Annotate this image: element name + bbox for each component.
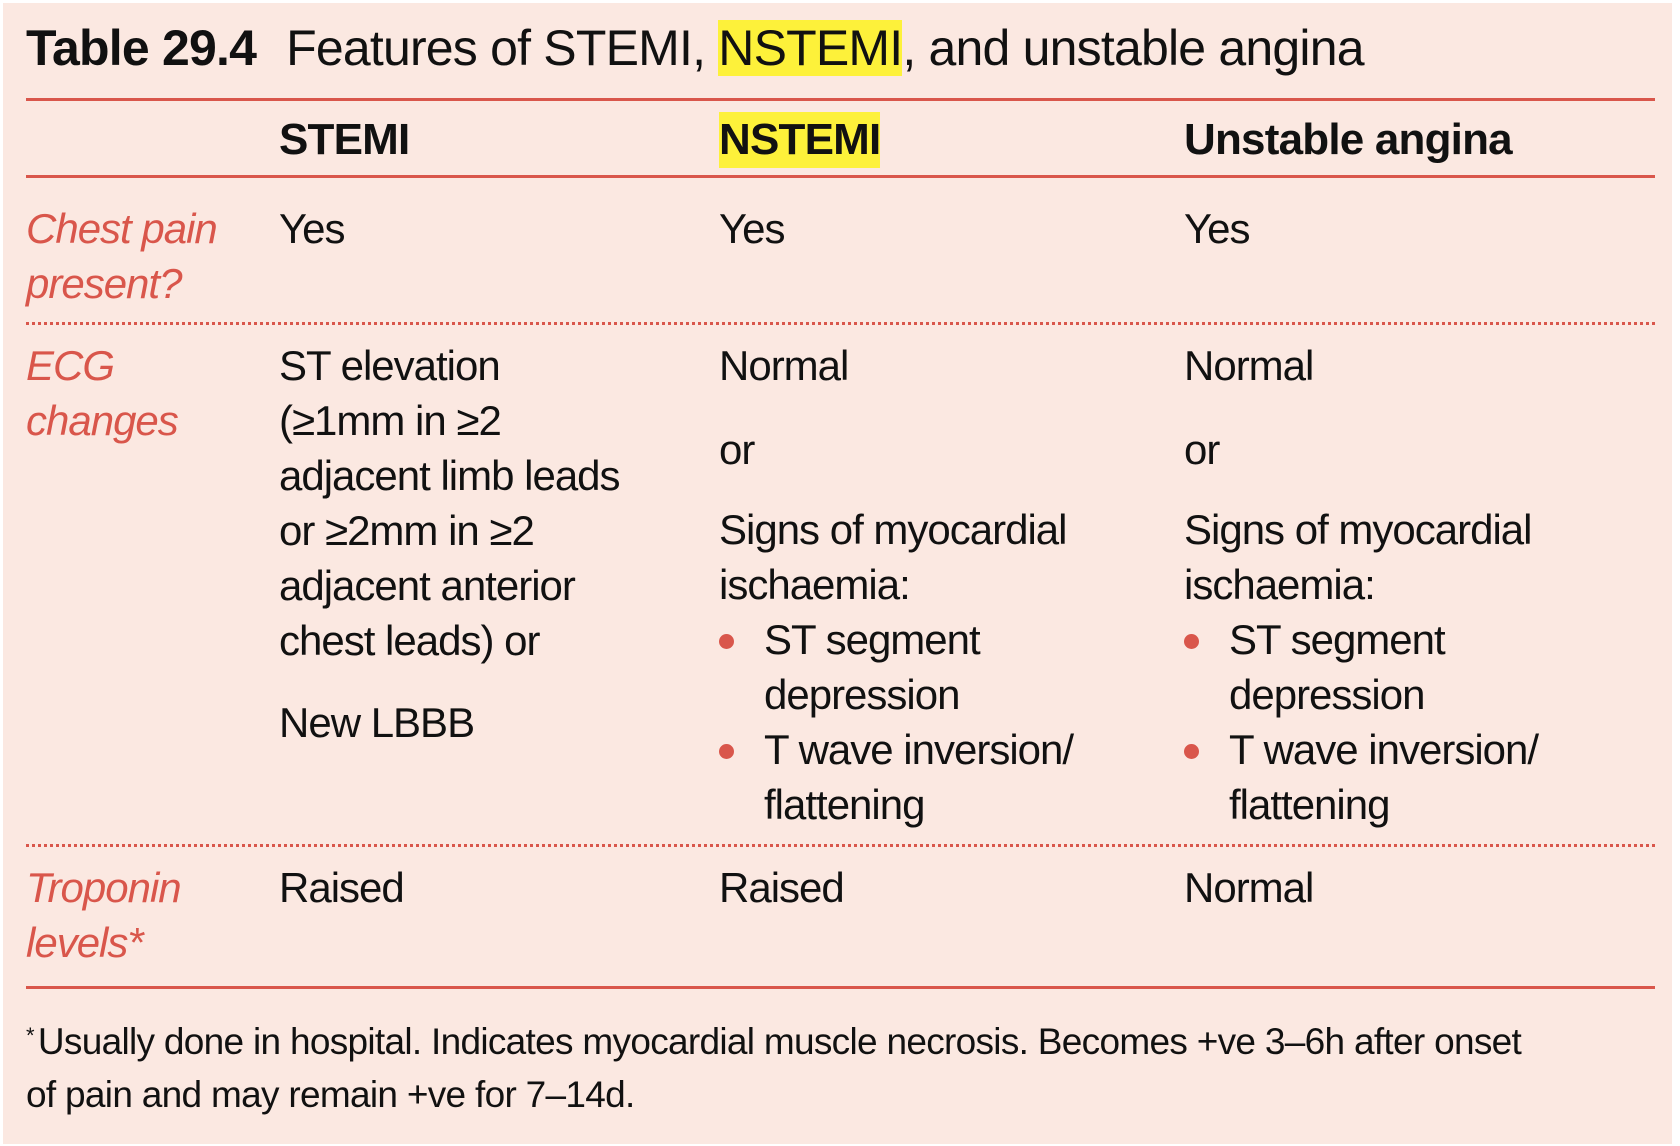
bullet-item: T wave inversion/ flattening xyxy=(719,722,1074,832)
cell-troponin-nstemi: Raised xyxy=(719,864,845,911)
top-rule xyxy=(26,98,1655,101)
text-line: adjacent limb leads xyxy=(279,452,621,499)
bottom-rule xyxy=(26,986,1655,989)
table-panel xyxy=(3,3,1672,1144)
text-line: ST segment xyxy=(1229,616,1446,663)
text-line: ST segment xyxy=(764,616,981,663)
label-line: present? xyxy=(26,260,182,307)
text-line: adjacent anterior xyxy=(279,562,576,609)
text-line: ischaemia: xyxy=(719,561,911,608)
header-stemi: STEMI xyxy=(279,115,410,164)
text-line: flattening xyxy=(1229,781,1390,828)
bullet-item: ST segment depression xyxy=(1184,612,1538,722)
text-line: T wave inversion/ xyxy=(1229,726,1539,773)
text-line: depression xyxy=(1229,671,1425,718)
bullet-icon xyxy=(1184,634,1199,649)
header-rule xyxy=(26,175,1655,178)
text-line: New LBBB xyxy=(279,699,475,746)
title-text: Features of STEMI, xyxy=(286,20,719,76)
footnote-line: Usually done in hospital. Indicates myoc… xyxy=(37,1021,1522,1062)
cell-ecg-nstemi: Normal or Signs of myocardial ischaemia:… xyxy=(719,338,1074,832)
row-label-chest-pain: Chest pain present? xyxy=(26,201,218,311)
text-line: ST elevation xyxy=(279,342,501,389)
cell-chest-pain-stemi: Yes xyxy=(279,205,346,252)
cell-ecg-stemi: ST elevation (≥1mm in ≥2 adjacent limb l… xyxy=(279,338,621,750)
row-divider xyxy=(26,844,1655,847)
text-line: Signs of myocardial xyxy=(719,506,1068,553)
bullet-item: T wave inversion/ flattening xyxy=(1184,722,1539,832)
text-line: or ≥2mm in ≥2 xyxy=(279,507,535,554)
table-title: Table 29.4 Features of STEMI, NSTEMI, and… xyxy=(26,18,1365,78)
row-divider xyxy=(26,322,1655,325)
label-line: Chest pain xyxy=(26,205,218,252)
footnote: * Usually done in hospital. Indicates myo… xyxy=(26,1015,1522,1121)
text-line: flattening xyxy=(764,781,925,828)
table-number: Table 29.4 xyxy=(26,20,257,76)
label-line: changes xyxy=(26,397,179,444)
text-line: Normal xyxy=(1184,342,1314,389)
bullet-icon xyxy=(719,634,734,649)
text-line: or xyxy=(1184,426,1220,473)
label-line: Troponin xyxy=(26,864,182,911)
row-label-troponin: Troponin levels* xyxy=(26,860,182,970)
text-line: depression xyxy=(764,671,960,718)
cell-troponin-stemi: Raised xyxy=(279,864,405,911)
text-line: Signs of myocardial xyxy=(1184,506,1533,553)
header-unstable-angina: Unstable angina xyxy=(1184,115,1513,164)
footnote-marker: * xyxy=(26,1023,35,1048)
bullet-icon xyxy=(719,744,734,759)
title-highlight: NSTEMI xyxy=(718,20,903,76)
bullet-item: ST segment depression xyxy=(719,612,1073,722)
label-line: ECG xyxy=(26,342,115,389)
title-text-end: , and unstable angina xyxy=(902,20,1364,76)
text-line: or xyxy=(719,426,755,473)
text-line: chest leads) or xyxy=(279,617,540,664)
cell-chest-pain-nstemi: Yes xyxy=(719,205,786,252)
label-line: levels* xyxy=(26,919,144,966)
text-line: ischaemia: xyxy=(1184,561,1376,608)
header-nstemi: NSTEMI xyxy=(719,112,881,168)
text-line: Normal xyxy=(719,342,849,389)
footnote-line: of pain and may remain +ve for 7–14d. xyxy=(26,1074,635,1115)
cell-troponin-ua: Normal xyxy=(1184,864,1314,911)
cell-chest-pain-ua: Yes xyxy=(1184,205,1251,252)
bullet-icon xyxy=(1184,744,1199,759)
cell-ecg-ua: Normal or Signs of myocardial ischaemia:… xyxy=(1184,338,1539,832)
text-line: (≥1mm in ≥2 xyxy=(279,397,502,444)
row-label-ecg: ECG changes xyxy=(26,338,179,448)
text-line: T wave inversion/ xyxy=(764,726,1074,773)
